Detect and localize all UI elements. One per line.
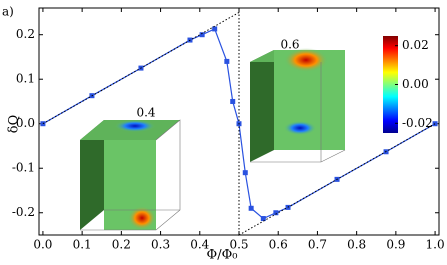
plot-area: 0.0 0.1 0.2 0.3 0.4 0.5 0.6 0.7 0.8 0.9 1.0 -0.2 -0.…: [12, 7, 445, 252]
y-tick-label: -0.2: [12, 205, 35, 219]
colorbar-ticks: -0.02 0.00 0.02: [395, 38, 433, 130]
x-tick-label: 0.0: [33, 238, 52, 252]
data-point: [260, 216, 266, 222]
data-point: [242, 170, 248, 176]
data-point: [199, 32, 205, 38]
data-point: [248, 205, 254, 211]
y-axis-label: δQ: [7, 115, 22, 133]
data-point: [273, 210, 279, 216]
x-tick-label: 0.4: [190, 238, 209, 252]
inset-label: 0.4: [136, 106, 155, 120]
data-point: [224, 58, 230, 64]
x-tick-label: 0.8: [347, 238, 366, 252]
colorbar-tick-label: -0.02: [402, 116, 433, 130]
inset-cube: 0.4: [80, 106, 181, 231]
x-axis-label: Φ/Φ₀: [207, 248, 238, 263]
data-point: [230, 98, 236, 104]
y-tick-label: 0.2: [16, 27, 35, 41]
x-tick-label: 0.9: [386, 238, 405, 252]
x-tick-label: 1.0: [426, 238, 445, 252]
x-tick-label: 0.3: [151, 238, 170, 252]
reference-line: [42, 11, 436, 236]
inset-label: 0.6: [280, 38, 299, 52]
x-tick-label: 0.5: [229, 238, 248, 252]
y-tick-label: 0.1: [16, 72, 35, 86]
x-tick-label: 0.7: [308, 238, 327, 252]
x-tick-label: 0.2: [112, 238, 131, 252]
data-point: [212, 26, 218, 32]
panel-label: a): [2, 5, 14, 19]
x-tick-label: 0.1: [73, 238, 92, 252]
colorbar: [383, 36, 398, 133]
y-tick-label: -0.1: [12, 161, 35, 175]
colorbar-tick-label: 0.00: [402, 77, 429, 91]
inset-cube: 0.6: [250, 38, 346, 163]
colorbar-tick-label: 0.02: [402, 38, 429, 52]
y-tick-label: 0.0: [16, 116, 35, 130]
x-tick-label: 0.6: [269, 238, 288, 252]
